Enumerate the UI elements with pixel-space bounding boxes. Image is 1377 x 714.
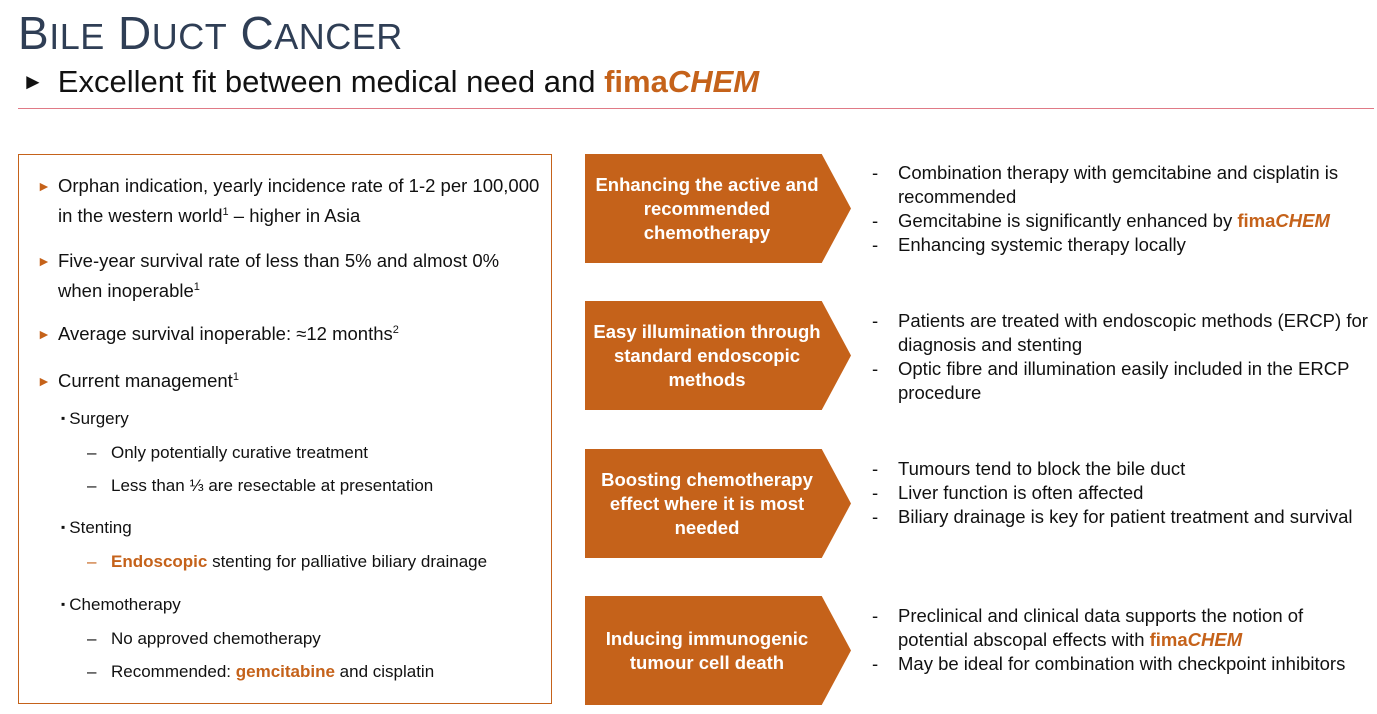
detail-item: - Liver function is often affected bbox=[872, 482, 1144, 503]
detail-item: - Gemcitabine is significantly enhanced b… bbox=[872, 210, 1330, 231]
benefit-details-illumination: - Patients are treated with endoscopic me… bbox=[872, 309, 1372, 405]
sub-chemotherapy: ▪ Chemotherapy bbox=[61, 595, 181, 614]
square-bullet-icon: ▪ bbox=[61, 597, 66, 611]
surgery-item: – Less than ⅓ are resectable at presentat… bbox=[87, 476, 434, 495]
benefit-arrow-enhancing: Enhancing the active and recommended che… bbox=[585, 154, 851, 263]
benefit-arrow-illumination: Easy illumination through standard endos… bbox=[585, 301, 851, 410]
bullet-average-survival: ► Average survival inoperable: ≈12 month… bbox=[37, 319, 547, 349]
brand-name: fimaCHEM bbox=[604, 64, 760, 99]
page-subtitle: ► Excellent fit between medical need and … bbox=[22, 64, 760, 99]
detail-item: - Tumours tend to block the bile duct bbox=[872, 458, 1186, 479]
detail-item: - Combination therapy with gemcitabine an… bbox=[872, 162, 1339, 207]
benefit-details-enhancing: - Combination therapy with gemcitabine an… bbox=[872, 161, 1372, 257]
bullet-survival-rate: ► Five-year survival rate of less than 5… bbox=[37, 246, 547, 306]
detail-item: - May be ideal for combination with check… bbox=[872, 653, 1346, 674]
detail-item: - Enhancing systemic therapy locally bbox=[872, 234, 1186, 255]
header-divider bbox=[18, 108, 1374, 109]
surgery-item: – Only potentially curative treatment bbox=[87, 443, 369, 462]
benefit-details-immunogenic: - Preclinical and clinical data supports … bbox=[872, 604, 1372, 676]
detail-item: - Biliary drainage is key for patient tre… bbox=[872, 506, 1353, 527]
detail-item: - Optic fibre and illumination easily inc… bbox=[872, 358, 1350, 403]
chemo-item: – Recommended: gemcitabine and cisplatin bbox=[87, 662, 435, 681]
chemo-item: – No approved chemotherapy bbox=[87, 629, 321, 648]
bullet-arrow-icon: ► bbox=[37, 326, 51, 342]
detail-item: - Patients are treated with endoscopic me… bbox=[872, 310, 1368, 355]
sub-surgery: ▪ Surgery bbox=[61, 409, 129, 428]
bullet-arrow-icon: ► bbox=[37, 178, 51, 194]
play-arrow-icon: ► bbox=[22, 69, 44, 94]
square-bullet-icon: ▪ bbox=[61, 411, 66, 425]
bullet-arrow-icon: ► bbox=[37, 373, 51, 389]
detail-item: - Preclinical and clinical data supports … bbox=[872, 605, 1304, 650]
benefit-details-boosting: - Tumours tend to block the bile duct - Li… bbox=[872, 457, 1372, 529]
benefit-arrow-boosting: Boosting chemotherapy effect where it is… bbox=[585, 449, 851, 558]
sub-stenting: ▪ Stenting bbox=[61, 518, 132, 537]
square-bullet-icon: ▪ bbox=[61, 520, 66, 534]
stenting-item: – Endoscopic stenting for palliative bili… bbox=[87, 552, 488, 571]
bullet-arrow-icon: ► bbox=[37, 253, 51, 269]
page-title: BILE DUCT CANCER bbox=[18, 7, 403, 59]
benefit-arrow-immunogenic: Inducing immunogenic tumour cell death bbox=[585, 596, 851, 705]
background-panel: ► Orphan indication, yearly incidence ra… bbox=[18, 154, 552, 704]
bullet-current-management: ► Current management1 bbox=[37, 366, 547, 396]
bullet-orphan-indication: ► Orphan indication, yearly incidence ra… bbox=[37, 171, 547, 231]
